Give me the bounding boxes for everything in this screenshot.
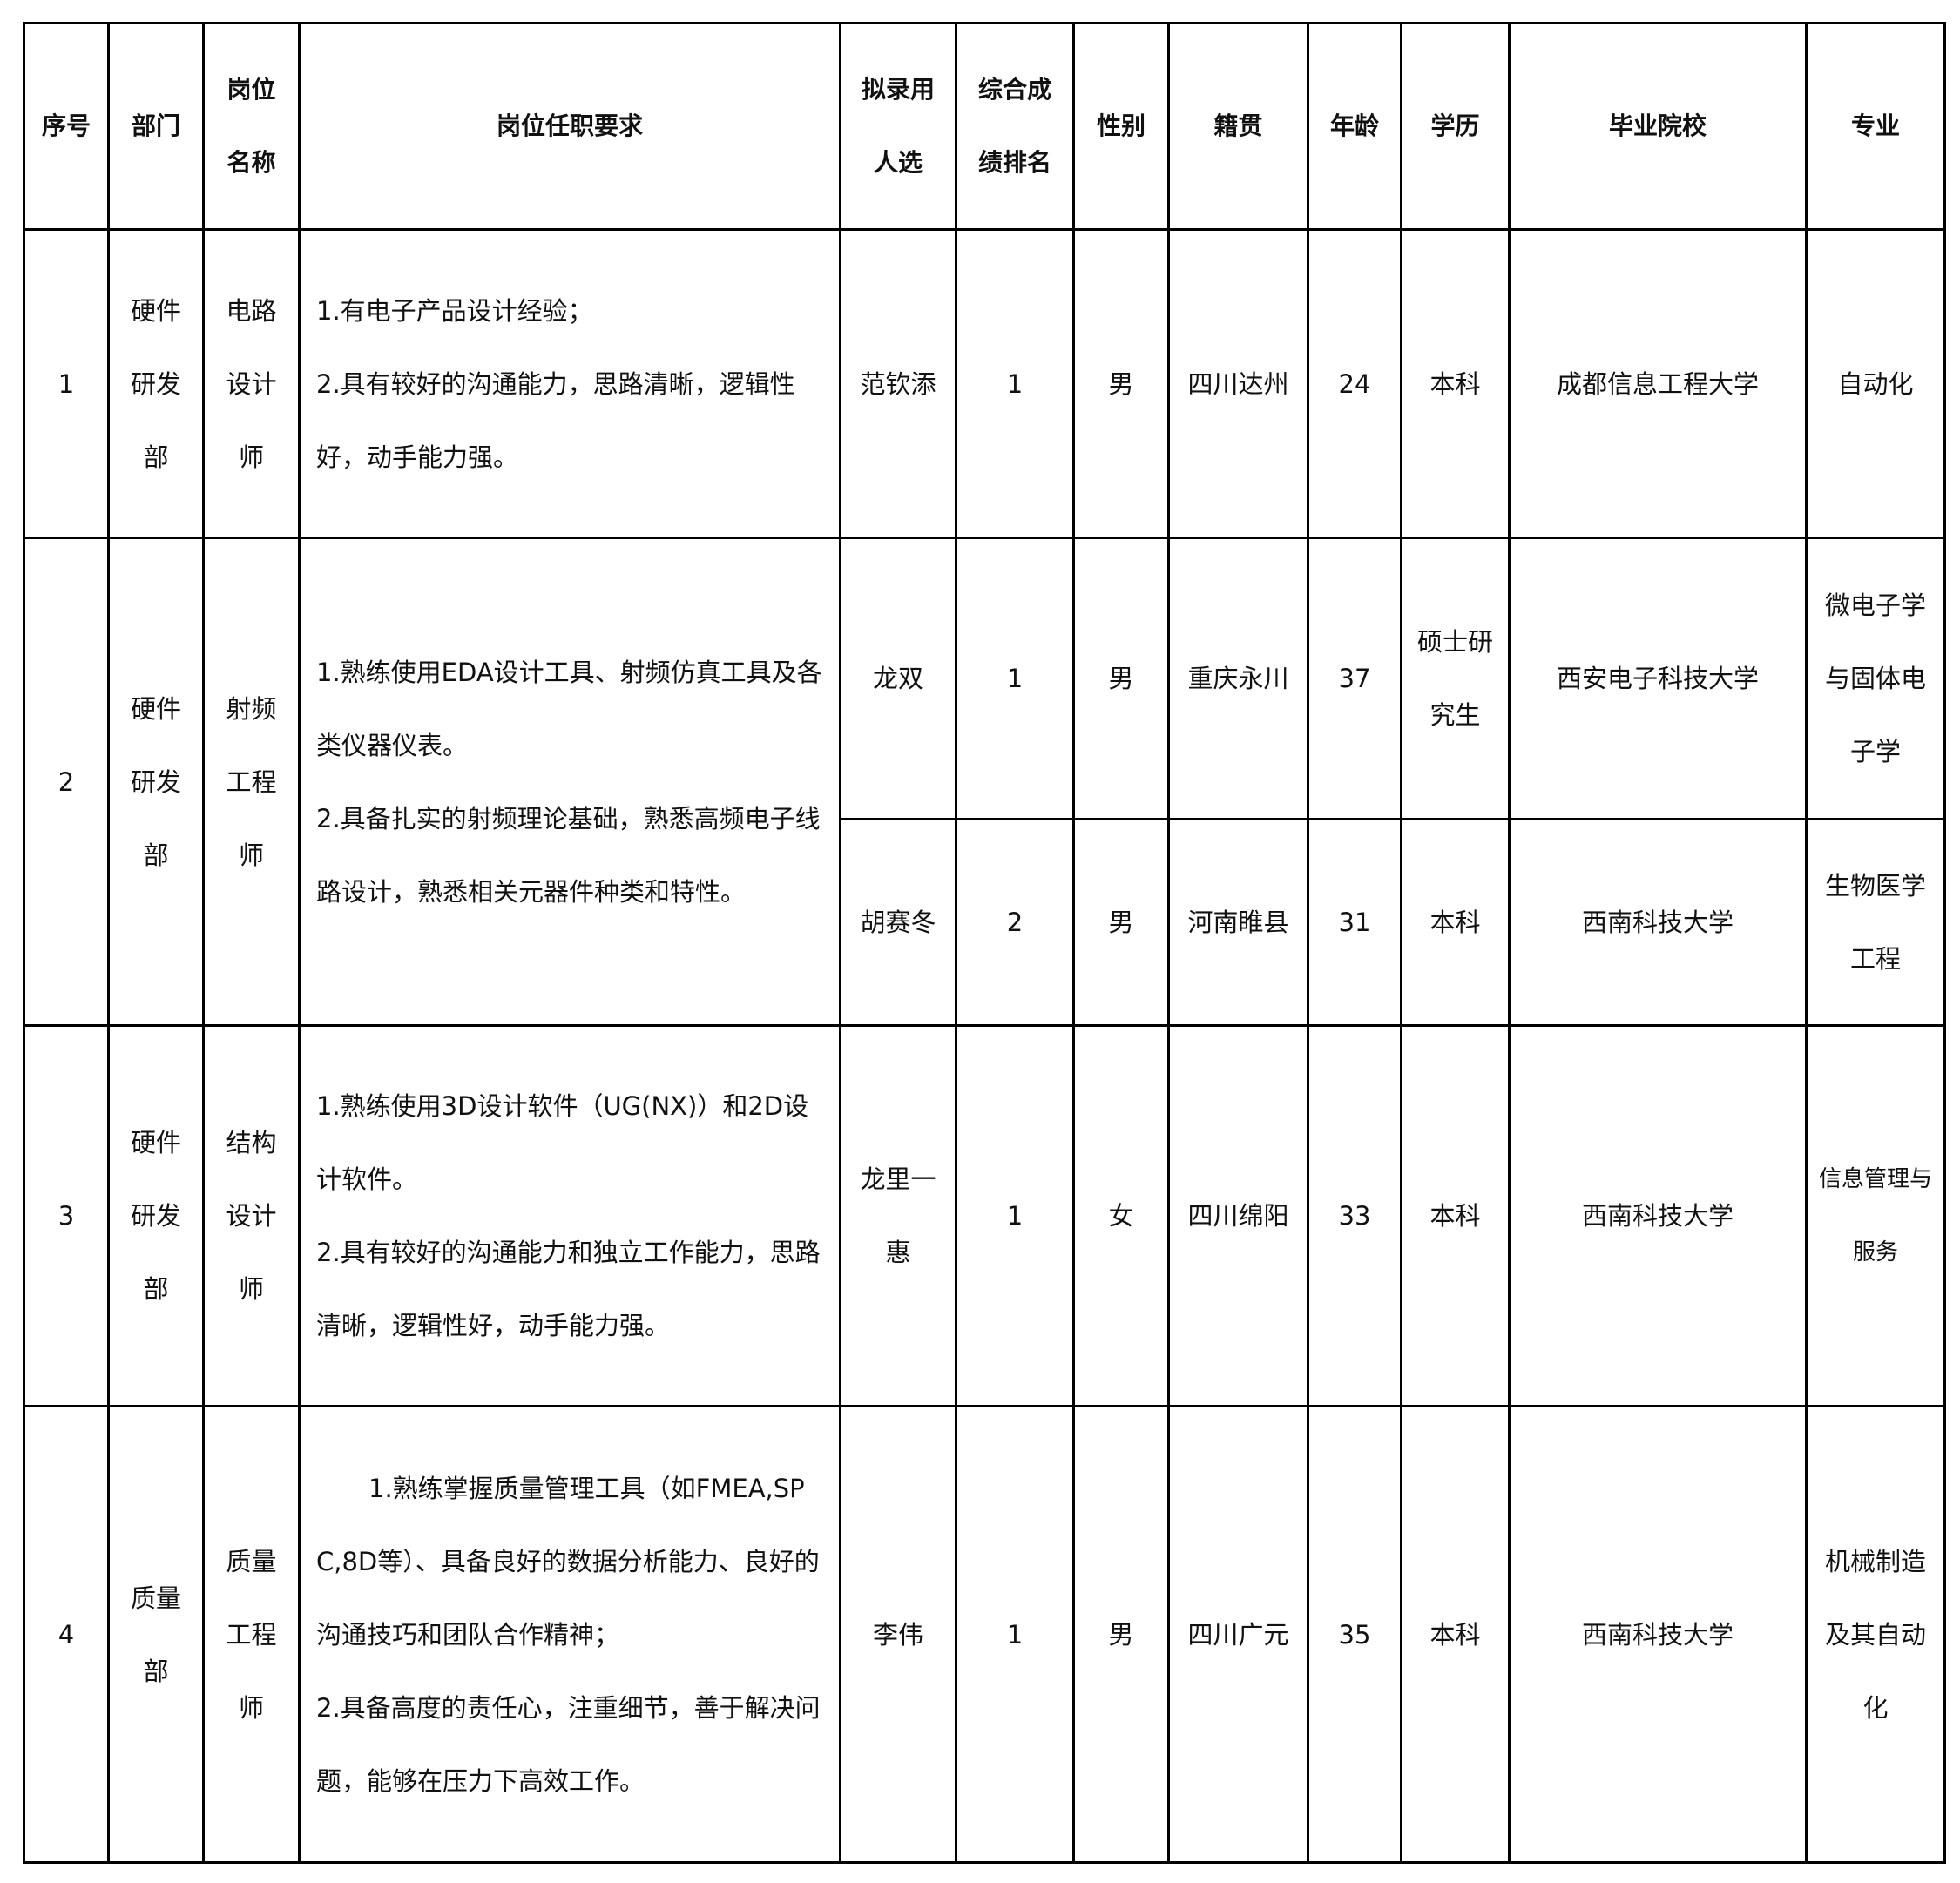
- cell-major: 机械制造及其自动化: [1805, 1405, 1946, 1864]
- requirement-item: 2.具备高度的责任心，注重细节，善于解决问题，能够在压力下高效工作。: [316, 1692, 821, 1796]
- cell-age: 24: [1307, 228, 1402, 539]
- cell-title: 电路设计师: [202, 228, 301, 539]
- cell-school: 西南科技大学: [1508, 818, 1808, 1027]
- cell-major: 微电子学与固体电子学: [1805, 537, 1946, 820]
- cell-education: 本科: [1400, 228, 1511, 539]
- cell-no: 2: [23, 537, 110, 1027]
- cell-no: 1: [23, 228, 110, 539]
- header-origin: 籍贯: [1167, 22, 1309, 231]
- requirement-item: 1.熟练使用3D设计软件（UG(NX)）和2D设计软件。: [316, 1091, 809, 1194]
- cell-school: 西安电子科技大学: [1508, 537, 1808, 820]
- cell-major: 信息管理与服务: [1805, 1024, 1946, 1407]
- requirement-item: 2.具备扎实的射频理论基础，熟悉高频电子线路设计，熟悉相关元器件种类和特性。: [316, 803, 821, 907]
- header-no: 序号: [23, 22, 110, 231]
- cell-education: 本科: [1400, 1405, 1511, 1864]
- cell-candidate-name: 龙里一惠: [839, 1024, 957, 1407]
- cell-origin: 重庆永川: [1167, 537, 1309, 820]
- cell-title: 质量工程师: [202, 1405, 301, 1864]
- cell-major: 生物医学工程: [1805, 818, 1946, 1027]
- cell-title: 射频工程师: [202, 537, 301, 1027]
- header-school: 毕业院校: [1508, 22, 1808, 231]
- cell-requirements: 1.熟练掌握质量管理工具（如FMEA,SPC,8D等）、具备良好的数据分析能力、…: [298, 1405, 841, 1864]
- cell-origin: 四川绵阳: [1167, 1024, 1309, 1407]
- table-row: 胡赛冬 2 男河南睢县 31 本科 西南科技大学 生物医学工程: [24, 818, 1946, 1027]
- requirement-item: 1.熟练使用EDA设计工具、射频仿真工具及各类仪器仪表。: [316, 657, 822, 760]
- cell-dept: 硬件研发部: [107, 228, 205, 539]
- cell-candidate-name: 龙双: [839, 537, 957, 820]
- recruitment-table: 序号 部门 岗位名称 岗位任职要求 拟录用人选 综合成绩排名 性别 籍贯 年龄 学历 毕业院校 专业 …: [23, 22, 1946, 1864]
- cell-major: 自动化: [1805, 228, 1946, 539]
- requirement-item: 1.有电子产品设计经验；: [316, 295, 593, 326]
- header-dept: 部门: [107, 22, 205, 231]
- cell-rank: 1: [955, 1405, 1075, 1864]
- cell-education: 硕士研究生: [1400, 537, 1511, 820]
- requirement-item: 1.熟练掌握质量管理工具（如FMEA,SPC,8D等）、具备良好的数据分析能力、…: [316, 1473, 820, 1650]
- cell-age: 33: [1307, 1024, 1402, 1407]
- cell-education: 本科: [1400, 1024, 1511, 1407]
- cell-gender: 男: [1072, 537, 1170, 820]
- cell-school: 西南科技大学: [1508, 1024, 1808, 1407]
- cell-age: 37: [1307, 537, 1402, 820]
- header-row: 序号 部门 岗位名称 岗位任职要求 拟录用人选 综合成绩排名 性别 籍贯 年龄 学历 毕业院校 专业: [23, 22, 1946, 231]
- requirement-item: 2.具有较好的沟通能力，思路清晰，逻辑性好，动手能力强。: [316, 368, 795, 472]
- requirement-item: 2.具有较好的沟通能力和独立工作能力，思路清晰，逻辑性好，动手能力强。: [316, 1238, 821, 1340]
- cell-education: 本科: [1400, 818, 1511, 1027]
- cell-gender: 男: [1072, 818, 1170, 1027]
- cell-dept: 硬件研发部: [107, 1024, 205, 1407]
- cell-rank: 2: [955, 818, 1075, 1027]
- cell-requirements: 1.熟练使用EDA设计工具、射频仿真工具及各类仪器仪表。 2.具备扎实的射频理论基…: [298, 537, 841, 1027]
- cell-origin: 四川达州: [1167, 228, 1309, 539]
- cell-no: 3: [23, 1024, 110, 1407]
- header-gender: 性别: [1072, 22, 1170, 231]
- cell-requirements: 1.有电子产品设计经验； 2.具有较好的沟通能力，思路清晰，逻辑性好，动手能力强。: [298, 228, 841, 539]
- header-requirements: 岗位任职要求: [298, 22, 841, 231]
- cell-candidate-name: 李伟: [839, 1405, 957, 1864]
- table-row: 2 硬件研发部 射频工程师 1.熟练使用EDA设计工具、射频仿真工具及各类仪器仪表。 2…: [23, 537, 1946, 1027]
- cell-origin: 四川广元: [1167, 1405, 1309, 1864]
- header-major: 专业: [1805, 22, 1946, 231]
- table-row: 3 硬件研发部 结构设计师 1.熟练使用3D设计软件（UG(NX)）和2D设计软件。 2…: [23, 1024, 1946, 1407]
- cell-requirements: 1.熟练使用3D设计软件（UG(NX)）和2D设计软件。 2.具有较好的沟通能力和…: [298, 1024, 841, 1407]
- cell-age: 31: [1307, 818, 1402, 1027]
- table-row: 1 硬件研发部 电路设计师 1.有电子产品设计经验； 2.具有较好的沟通能力，思路清晰，…: [23, 228, 1946, 539]
- cell-dept: 硬件研发部: [107, 537, 205, 1027]
- header-title: 岗位名称: [202, 22, 301, 231]
- cell-rank: 1: [955, 537, 1075, 820]
- cell-school: 成都信息工程大学: [1508, 228, 1808, 539]
- header-age: 年龄: [1307, 22, 1402, 231]
- table-row: 4 质量部 质量工程师 1.熟练掌握质量管理工具（如FMEA,SPC,8D等）、具备良…: [23, 1405, 1946, 1864]
- cell-no: 4: [23, 1405, 110, 1864]
- header-education: 学历: [1400, 22, 1511, 231]
- cell-dept: 质量部: [107, 1405, 205, 1864]
- cell-age: 35: [1307, 1405, 1402, 1864]
- cell-rank: 1: [955, 228, 1075, 539]
- cell-gender: 女: [1072, 1024, 1170, 1407]
- cell-origin: 河南睢县: [1167, 818, 1309, 1027]
- cell-gender: 男: [1072, 1405, 1170, 1864]
- cell-title: 结构设计师: [202, 1024, 301, 1407]
- cell-gender: 男: [1072, 228, 1170, 539]
- cell-candidate-name: 胡赛冬: [839, 818, 957, 1027]
- header-candidate: 拟录用人选: [839, 22, 957, 231]
- cell-school: 西南科技大学: [1508, 1405, 1808, 1864]
- cell-rank: 1: [955, 1024, 1075, 1407]
- header-rank: 综合成绩排名: [955, 22, 1075, 231]
- cell-candidate-name: 范钦添: [839, 228, 957, 539]
